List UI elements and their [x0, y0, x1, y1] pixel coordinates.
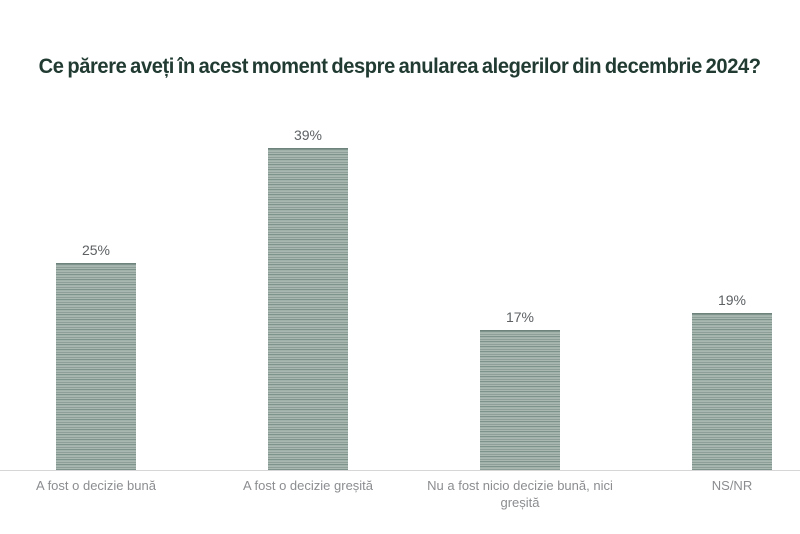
bar-2 — [268, 148, 348, 470]
category-label-4: NS/NR — [711, 478, 753, 493]
bar-1 — [56, 263, 136, 470]
page-title-text: Ce părere aveți în acest moment despre a… — [38, 55, 761, 78]
value-label-1: 25% — [81, 242, 111, 258]
category-label-3: Nu a fost nicio decizie bună, nici greși… — [427, 478, 613, 510]
x-axis-line — [0, 470, 800, 471]
page-title: Ce părere aveți în acest moment despre a… — [0, 55, 800, 79]
category-label-2: A fost o decizie greșită — [242, 478, 374, 493]
value-label-2: 39% — [293, 127, 323, 143]
value-label-3: 17% — [505, 309, 535, 325]
bar-3 — [480, 330, 560, 470]
value-label-4: 19% — [717, 292, 747, 308]
category-label-1: A fost o decizie bună — [36, 478, 156, 493]
bar-4 — [692, 313, 772, 470]
